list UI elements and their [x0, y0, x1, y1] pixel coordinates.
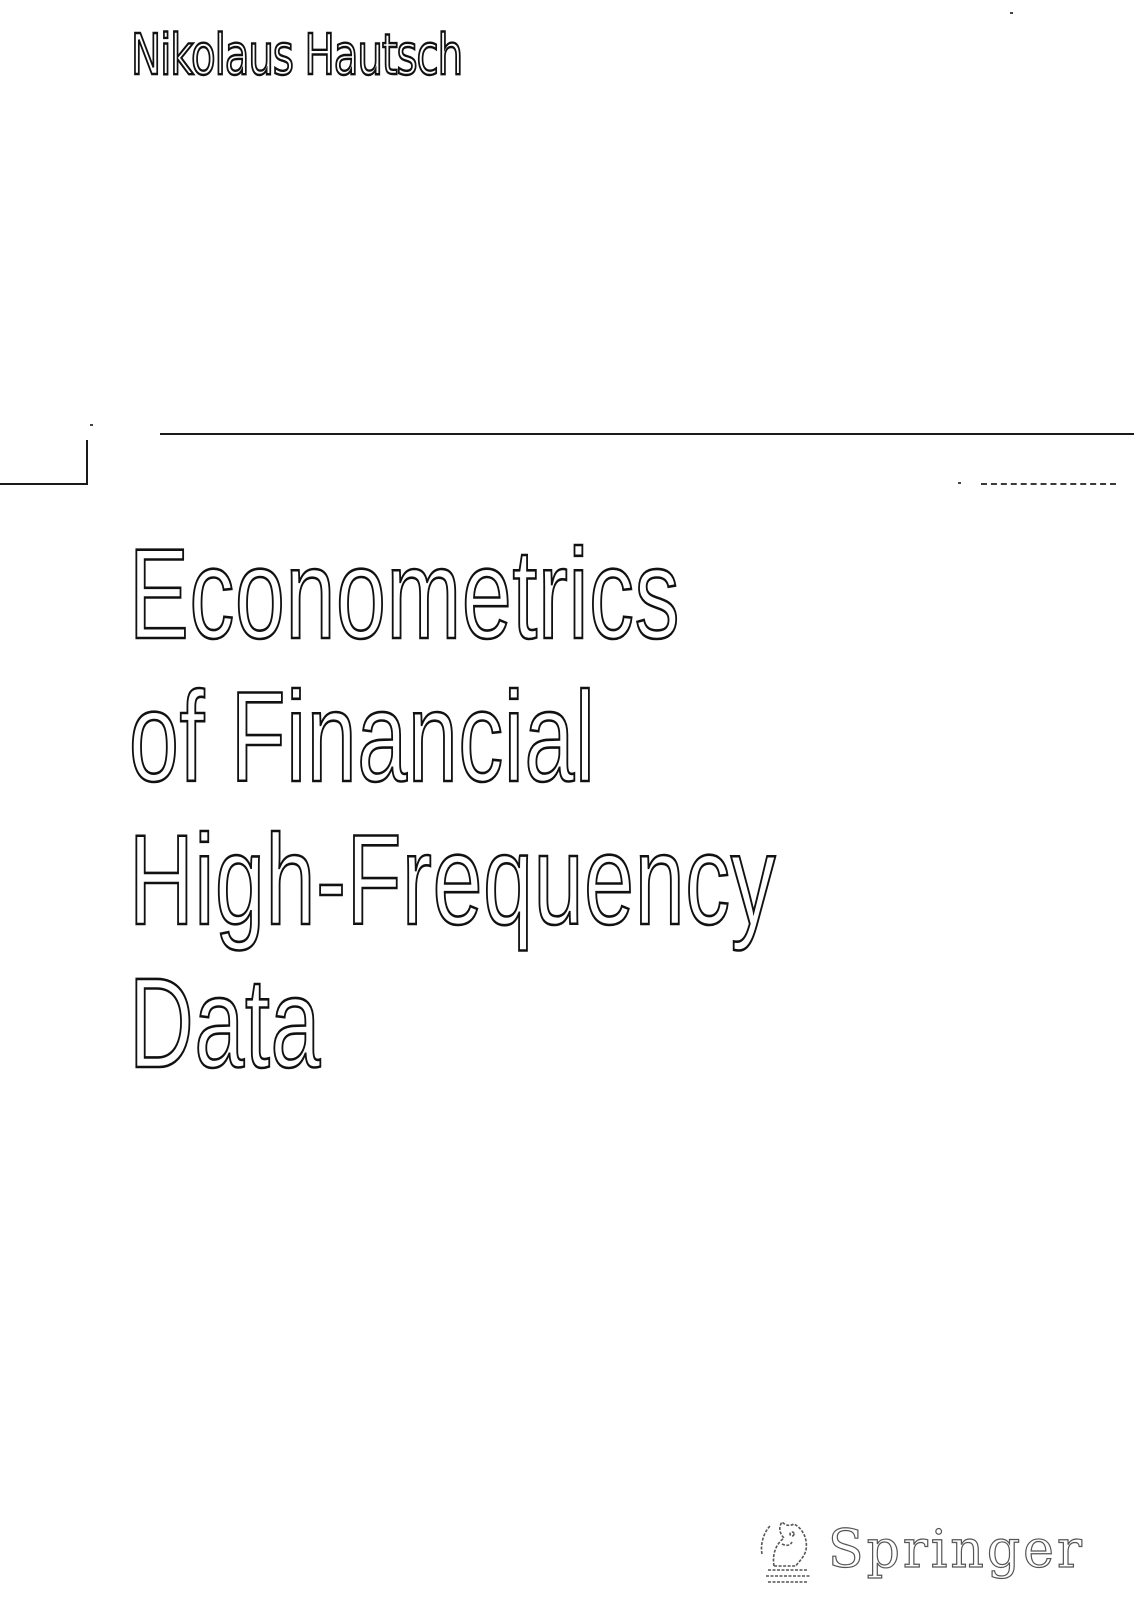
corner-rule-vertical — [86, 440, 88, 484]
scan-speck — [90, 424, 93, 426]
book-title: Econometrics of Financial High-Frequency… — [128, 522, 777, 1097]
title-line: Econometrics — [128, 522, 681, 668]
scan-speck — [1010, 12, 1013, 14]
horizontal-rule-top — [160, 433, 1134, 435]
author-name: Nikolaus Hautsch — [130, 22, 464, 88]
title-line: High-Frequency — [128, 808, 777, 954]
scan-speck — [958, 482, 961, 484]
publisher-name: Springer — [827, 1519, 1085, 1580]
chess-knight-icon — [760, 1520, 810, 1583]
publisher-imprint: Springer — [756, 1512, 1082, 1592]
title-line: Data — [128, 951, 322, 1097]
horizontal-rule-right — [981, 483, 1116, 485]
corner-rule-horizontal — [0, 483, 88, 485]
title-line: of Financial — [128, 665, 596, 811]
